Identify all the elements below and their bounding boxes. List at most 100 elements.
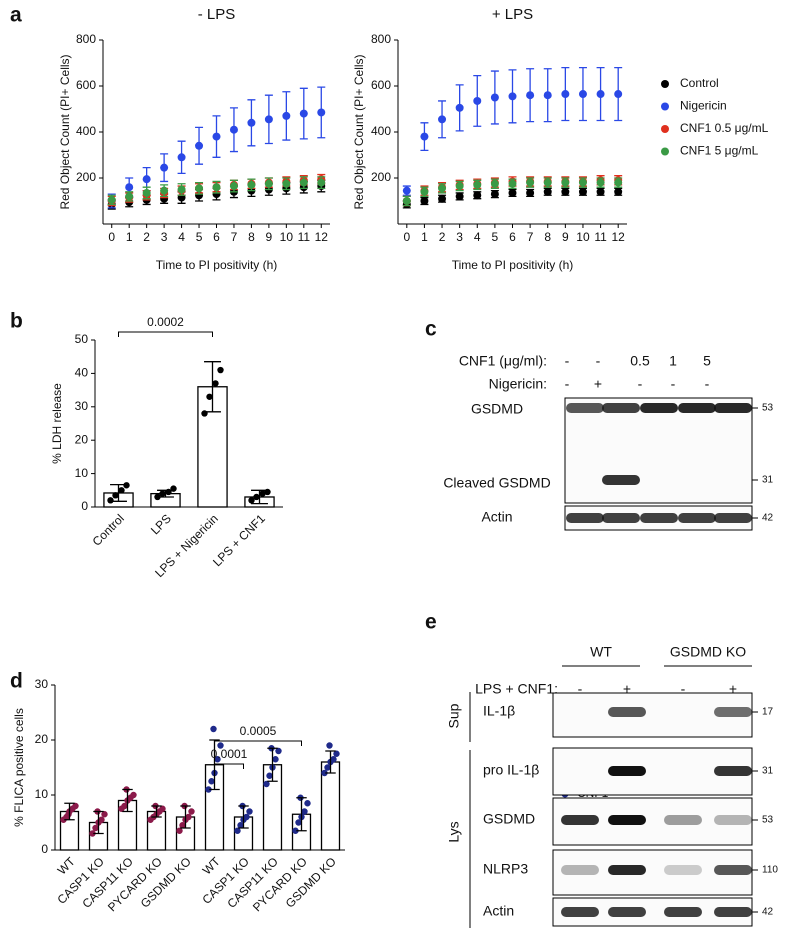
x-axis-label: Time to PI positivity (h) — [452, 258, 574, 272]
replicate-point — [246, 808, 253, 815]
legend-marker — [661, 125, 669, 133]
data-point — [438, 115, 447, 124]
data-point — [561, 90, 570, 99]
molecular-weight: 42 — [762, 907, 774, 918]
data-point — [438, 194, 447, 203]
band — [664, 815, 702, 825]
condition-label: Nigericin: — [489, 376, 547, 392]
x-tick-label: 4 — [474, 230, 481, 244]
significance-bracket — [214, 740, 302, 746]
data-point — [543, 187, 552, 196]
data-point — [490, 190, 499, 199]
band — [602, 513, 640, 523]
x-tick-label: 6 — [509, 230, 516, 244]
x-tick-label: 4 — [178, 230, 185, 244]
protein-label: Actin — [483, 903, 514, 919]
data-point — [578, 90, 587, 99]
band — [566, 403, 604, 413]
error-bar — [151, 805, 162, 818]
data-point — [160, 163, 169, 172]
y-tick-label: 200 — [76, 170, 96, 184]
y-tick-label: 20 — [35, 732, 49, 746]
panel-label: c — [425, 318, 437, 341]
data-point — [402, 186, 411, 195]
data-point — [247, 118, 256, 127]
data-point — [420, 197, 429, 205]
replicate-point — [121, 802, 128, 810]
condition-value: - — [565, 353, 570, 369]
data-point — [212, 132, 221, 141]
molecular-weight: 17 — [762, 707, 774, 718]
band — [678, 513, 716, 523]
condition-value: 0.5 — [630, 353, 650, 369]
legend-marker — [661, 80, 669, 88]
replicate-point — [234, 827, 241, 834]
panel-label: b — [10, 310, 23, 333]
y-tick-label: 0 — [81, 499, 88, 513]
error-bar — [110, 483, 127, 502]
error-bar — [157, 489, 174, 498]
x-tick-label: 6 — [213, 230, 220, 244]
blot-frame — [564, 397, 753, 504]
replicate-point — [301, 808, 308, 815]
y-tick-label: 400 — [371, 124, 391, 138]
band — [664, 907, 702, 917]
replicate-point — [217, 742, 224, 749]
replicate-point — [214, 756, 221, 763]
replicate-point — [324, 764, 331, 771]
data-point — [420, 132, 429, 141]
replicate-point — [248, 497, 255, 504]
data-point — [247, 180, 256, 189]
chart-title: + LPS — [492, 6, 533, 23]
replicate-point — [266, 772, 273, 779]
replicate-point — [176, 827, 183, 834]
y-tick-label: 0 — [41, 842, 48, 856]
x-tick-label: Control — [90, 511, 127, 548]
data-point — [317, 108, 326, 117]
data-point — [596, 178, 605, 187]
data-point — [614, 187, 623, 196]
replicate-point — [112, 492, 119, 499]
data-point — [177, 185, 186, 194]
replicate-point — [159, 805, 166, 812]
legend-label: CNF1 0.5 μg/mL — [680, 121, 769, 135]
y-tick-label: 10 — [35, 787, 49, 801]
data-point — [142, 175, 151, 184]
y-axis-label: % FLICA positive cells — [12, 708, 26, 827]
band — [714, 513, 752, 523]
data-point — [125, 183, 134, 192]
panel-label: a — [10, 4, 22, 27]
x-tick-label: 3 — [456, 230, 463, 244]
replicate-point — [292, 827, 299, 834]
condition-value: - — [596, 353, 601, 369]
data-point — [402, 197, 411, 205]
condition-value: 5 — [703, 353, 711, 369]
data-point — [317, 178, 326, 187]
protein-label: GSDMD — [483, 811, 535, 827]
error-bar — [122, 788, 133, 813]
molecular-weight: 31 — [762, 475, 774, 486]
error-bar — [296, 797, 307, 832]
condition-value: - — [638, 376, 643, 392]
replicate-point — [304, 800, 311, 807]
data-point — [561, 178, 570, 187]
data-point — [543, 178, 552, 187]
replicate-point — [253, 493, 260, 501]
band — [714, 403, 752, 413]
band — [714, 907, 752, 917]
y-axis-label: Red Object Count (PI+ Cells) — [58, 54, 72, 209]
protein-label: IL-1β — [483, 703, 515, 719]
y-tick-label: 800 — [76, 32, 96, 46]
replicate-point — [98, 816, 105, 823]
protein-label: GSDMD — [471, 401, 523, 417]
replicate-point — [65, 811, 72, 818]
band — [608, 865, 646, 875]
replicate-point — [330, 756, 337, 763]
y-axis-label: % LDH release — [50, 383, 64, 464]
data-point — [142, 188, 151, 197]
data-point — [299, 109, 308, 118]
group-label: WT — [590, 644, 612, 660]
x-tick-label: 10 — [576, 230, 590, 244]
x-tick-label: 9 — [562, 230, 569, 244]
